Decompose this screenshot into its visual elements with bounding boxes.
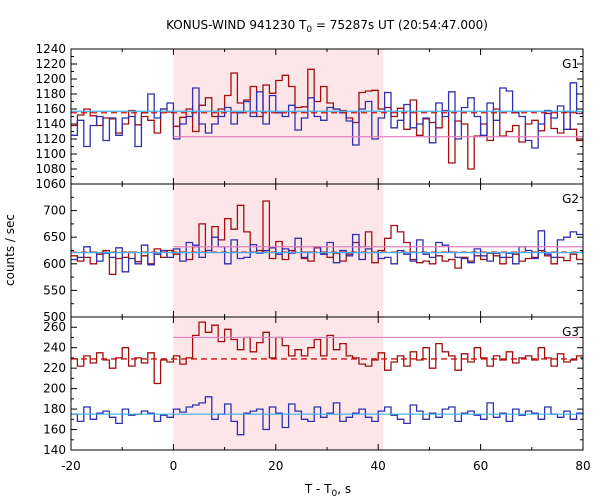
y-tick-label: 180 <box>43 402 66 416</box>
frame-layer: 1060108011001120114011601180120012201240… <box>35 42 590 473</box>
y-tick-label: 650 <box>43 230 66 244</box>
chart-title-suffix: = 75287s UT (20:54:47.000) <box>312 18 488 32</box>
x-tick-label: 20 <box>268 459 283 473</box>
series-red-g1 <box>71 68 583 170</box>
series-blue-g1 <box>71 82 583 149</box>
panel-g2 <box>71 200 583 276</box>
y-tick-label: 1200 <box>35 72 66 86</box>
y-tick-label: 160 <box>43 423 66 437</box>
y-tick-label: 1080 <box>35 162 66 176</box>
y-tick-label: 1120 <box>35 132 66 146</box>
y-tick-label: 600 <box>43 257 66 271</box>
panel-g3 <box>71 321 583 436</box>
y-tick-label: 500 <box>43 310 66 324</box>
x-tick-label: 60 <box>473 459 488 473</box>
y-tick-label: 1220 <box>35 57 66 71</box>
y-tick-label: 200 <box>43 382 66 396</box>
panel-g1 <box>71 68 583 170</box>
panel-label: G2 <box>562 192 579 206</box>
x-axis-label-suffix: , s <box>337 482 351 496</box>
y-axis-label: counts / sec <box>3 214 17 286</box>
y-tick-label: 220 <box>43 361 66 375</box>
y-tick-label: 240 <box>43 341 66 355</box>
x-axis-label-subscript: 0 <box>332 489 338 499</box>
panel-label: G3 <box>562 325 579 339</box>
series-red-g2 <box>71 200 583 276</box>
y-tick-label: 260 <box>43 320 66 334</box>
text-layer: KONUS-WIND 941230 T0 = 75287s UT (20:54:… <box>3 18 488 499</box>
x-tick-label: -20 <box>61 459 81 473</box>
chart-title-prefix: KONUS-WIND 941230 T <box>166 18 307 32</box>
chart-title-subscript: 0 <box>306 25 312 35</box>
series-blue-g3 <box>71 396 583 436</box>
y-tick-label: 1060 <box>35 177 66 191</box>
panel-label: G1 <box>562 57 579 71</box>
x-axis-label: T - T0, s <box>304 482 351 499</box>
panels-layer <box>71 68 583 436</box>
x-tick-label: 40 <box>371 459 386 473</box>
y-tick-label: 1140 <box>35 117 66 131</box>
y-tick-label: 700 <box>43 204 66 218</box>
y-tick-label: 140 <box>43 443 66 457</box>
x-tick-label: 0 <box>170 459 178 473</box>
y-tick-label: 1160 <box>35 102 66 116</box>
y-tick-label: 1100 <box>35 147 66 161</box>
y-tick-label: 1240 <box>35 42 66 56</box>
y-tick-label: 1180 <box>35 87 66 101</box>
highlight-layer <box>173 49 384 450</box>
x-tick-label: 80 <box>575 459 590 473</box>
x-axis-label-prefix: T - T <box>304 482 332 496</box>
chart-title: KONUS-WIND 941230 T0 = 75287s UT (20:54:… <box>166 18 488 35</box>
highlight-interval <box>173 49 384 450</box>
series-red-g3 <box>71 321 583 385</box>
y-tick-label: 550 <box>43 283 66 297</box>
